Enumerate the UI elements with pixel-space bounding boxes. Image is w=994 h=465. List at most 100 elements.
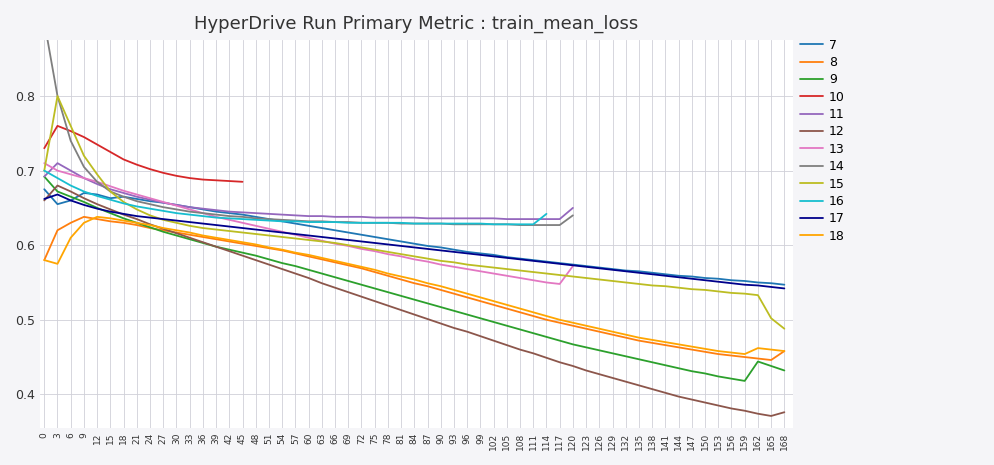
14	[157, 204, 169, 210]
13	[369, 248, 381, 254]
11	[276, 212, 288, 218]
14	[78, 164, 89, 170]
15	[554, 272, 566, 278]
16	[448, 221, 460, 226]
14	[396, 221, 408, 226]
11	[329, 214, 341, 219]
15	[78, 153, 89, 159]
Legend: 7, 8, 9, 10, 11, 12, 13, 14, 15, 16, 17, 18: 7, 8, 9, 10, 11, 12, 13, 14, 15, 16, 17,…	[800, 39, 845, 243]
13	[382, 252, 394, 257]
18	[369, 267, 381, 272]
9	[237, 250, 248, 255]
14	[342, 219, 354, 225]
14	[356, 220, 368, 226]
13	[224, 217, 236, 223]
14	[131, 199, 143, 204]
16	[434, 221, 446, 226]
14	[197, 210, 209, 216]
14	[224, 213, 236, 219]
16	[342, 220, 354, 226]
9	[39, 174, 51, 179]
10	[170, 173, 182, 179]
16	[461, 221, 473, 226]
16	[382, 220, 394, 226]
13	[52, 168, 64, 173]
14	[117, 194, 129, 199]
12	[765, 413, 777, 419]
Line: 8: 8	[45, 217, 784, 360]
15	[249, 231, 261, 237]
13	[554, 281, 566, 287]
13	[91, 179, 103, 185]
12	[369, 299, 381, 304]
11	[197, 206, 209, 212]
8	[567, 323, 579, 328]
8	[65, 220, 77, 226]
14	[369, 220, 381, 226]
11	[263, 211, 275, 217]
14	[501, 221, 513, 227]
17	[249, 227, 261, 232]
14	[316, 219, 328, 224]
14	[39, 19, 51, 24]
13	[104, 184, 116, 189]
16	[91, 193, 103, 199]
14	[461, 221, 473, 227]
17	[778, 286, 790, 291]
14	[263, 216, 275, 222]
11	[237, 210, 248, 215]
16	[39, 168, 51, 173]
13	[78, 175, 89, 181]
11	[488, 216, 500, 221]
11	[157, 200, 169, 206]
Line: 14: 14	[45, 21, 573, 225]
Line: 16: 16	[45, 171, 547, 224]
16	[474, 221, 486, 226]
16	[184, 212, 196, 218]
17	[39, 196, 51, 202]
12	[249, 257, 261, 263]
16	[78, 189, 89, 194]
8	[369, 269, 381, 275]
16	[541, 211, 553, 217]
11	[396, 215, 408, 220]
13	[289, 232, 301, 238]
11	[39, 174, 51, 179]
16	[514, 221, 526, 227]
8	[554, 320, 566, 325]
13	[65, 172, 77, 177]
Title: HyperDrive Run Primary Metric : train_mean_loss: HyperDrive Run Primary Metric : train_me…	[195, 15, 638, 33]
14	[554, 222, 566, 228]
16	[276, 219, 288, 224]
15	[91, 172, 103, 177]
9	[778, 368, 790, 373]
13	[514, 275, 526, 281]
13	[302, 235, 314, 240]
16	[249, 217, 261, 223]
11	[131, 194, 143, 199]
13	[396, 253, 408, 259]
11	[144, 197, 156, 202]
13	[421, 259, 433, 265]
17	[78, 202, 89, 208]
17	[369, 240, 381, 246]
11	[448, 216, 460, 221]
10	[197, 177, 209, 182]
11	[65, 168, 77, 173]
9	[541, 334, 553, 340]
13	[541, 279, 553, 285]
14	[276, 217, 288, 223]
16	[104, 197, 116, 202]
15	[778, 326, 790, 332]
16	[488, 221, 500, 227]
14	[434, 221, 446, 226]
18	[554, 317, 566, 323]
16	[237, 216, 248, 222]
11	[356, 214, 368, 219]
11	[461, 216, 473, 221]
14	[382, 220, 394, 226]
11	[501, 216, 513, 222]
11	[567, 205, 579, 211]
13	[237, 220, 248, 226]
10	[52, 123, 64, 129]
